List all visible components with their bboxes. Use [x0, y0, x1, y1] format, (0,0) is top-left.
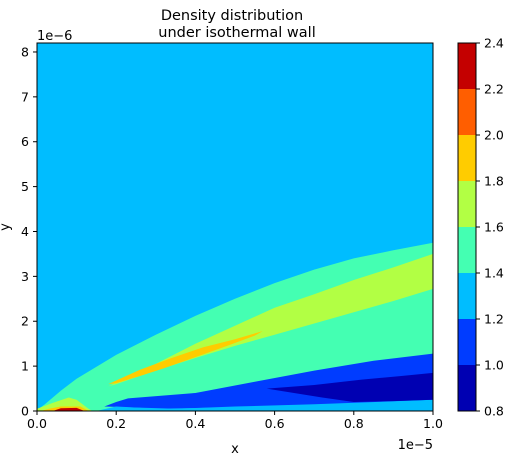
colorbar-segment-1: [458, 319, 476, 365]
x-tick-label: 1.0: [423, 416, 443, 431]
contour-region-6: [52, 407, 85, 411]
y-axis-ticks: 0 1 2 3 4 5 6 7 8: [21, 44, 37, 419]
chart-title-line-2: under isothermal wall: [158, 25, 315, 41]
colorbar-segment-7: [458, 43, 476, 89]
colorbar-segment-3: [458, 227, 476, 273]
colorbar-segment-5: [458, 135, 476, 181]
chart-title-line-1: Density distribution: [161, 8, 303, 24]
colorbar-tick-label: 2.2: [484, 82, 504, 97]
contour-region-9: [96, 401, 433, 411]
x-axis-ticks: 0.0 0.2 0.4 0.6 0.8 1.0: [27, 411, 443, 431]
colorbar-tick-label: 1.0: [484, 358, 504, 373]
contour-region-8: [266, 372, 433, 402]
colorbar-ticks: 0.8 1.0 1.2 1.4 1.6 1.8 2.0 2.2 2.4: [476, 36, 504, 419]
x-tick-label: 0.4: [185, 416, 205, 431]
colorbar-tick-label: 1.8: [484, 174, 504, 189]
x-tick-label: 0.6: [265, 416, 285, 431]
x-axis-label: x: [231, 442, 239, 457]
y-tick-label: 1: [21, 359, 29, 374]
colorbar-tick-label: 0.8: [484, 404, 504, 419]
colorbar-segment-6: [458, 89, 476, 135]
colorbar-segment-0: [458, 365, 476, 411]
y-tick-label: 0: [21, 404, 29, 419]
contour-region-4: [108, 331, 263, 385]
y-tick-label: 3: [21, 269, 29, 284]
y-tick-label: 4: [21, 224, 29, 239]
contour-regions: [37, 242, 433, 411]
colorbar-tick-label: 1.2: [484, 312, 504, 327]
colorbar: [457, 42, 477, 412]
colorbar-tick-label: 2.0: [484, 128, 504, 143]
y-axis-label: y: [0, 223, 13, 231]
y-tick-label: 8: [21, 44, 29, 59]
y-tick-label: 2: [21, 314, 29, 329]
x-tick-label: 0.8: [344, 416, 364, 431]
colorbar-tick-label: 2.4: [484, 36, 504, 51]
colorbar-tick-label: 1.4: [484, 266, 504, 281]
colorbar-segment-2: [458, 273, 476, 319]
y-tick-label: 5: [21, 179, 29, 194]
x-tick-label: 0.0: [27, 416, 47, 431]
y-scale-exponent: 1e−6: [37, 29, 72, 44]
x-scale-exponent: 1e−5: [398, 438, 433, 453]
y-tick-label: 6: [21, 134, 29, 149]
y-tick-label: 7: [21, 89, 29, 104]
x-tick-label: 0.2: [106, 416, 126, 431]
colorbar-tick-label: 1.6: [484, 220, 504, 235]
chart-title: Density distribution under isothermal wa…: [158, 8, 315, 41]
colorbar-segment-4: [458, 181, 476, 227]
plot-frame: [36, 42, 434, 412]
